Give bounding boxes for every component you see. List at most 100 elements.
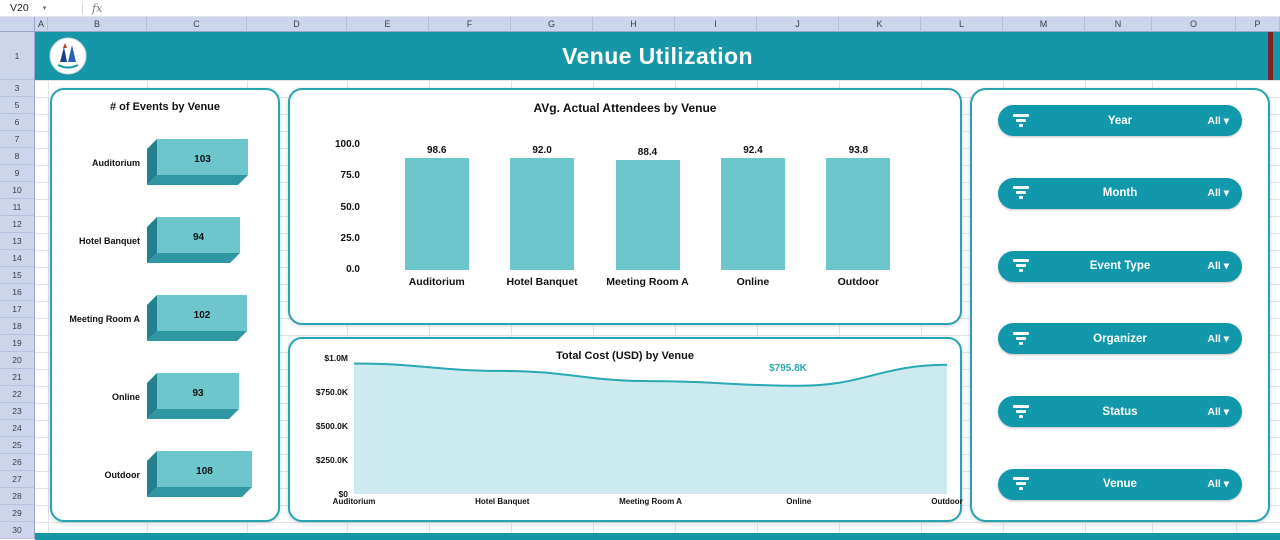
slicer-label: Month (1102, 187, 1138, 200)
slicer-value-dropdown[interactable]: All ▾ (1207, 478, 1229, 491)
column-header-e[interactable]: E (347, 16, 429, 32)
column-header-f[interactable]: F (429, 16, 511, 32)
bar-group: 92.4 (700, 145, 805, 270)
column-header-g[interactable]: G (511, 16, 593, 32)
slicer-label: Organizer (1093, 332, 1147, 345)
filter-icon (1013, 404, 1029, 418)
row-header-28[interactable]: 28 (0, 488, 35, 505)
bar-3d[interactable]: 93 (147, 372, 259, 422)
bar-3d[interactable]: 103 (147, 138, 259, 188)
bar[interactable] (826, 158, 891, 270)
row-header-11[interactable]: 11 (0, 199, 35, 216)
row-header-16[interactable]: 16 (0, 284, 35, 301)
bar-value-label: 88.4 (637, 146, 658, 158)
row-header-9[interactable]: 9 (0, 165, 35, 182)
row-header-3[interactable]: 3 (0, 80, 35, 97)
attendees-chart-card: AVg. Actual Attendees by Venue 98.6 92.0 8… (288, 88, 962, 325)
row-header-7[interactable]: 7 (0, 131, 35, 148)
attendees-x-axis: Auditorium Hotel Banquet Meeting Room A Onl… (384, 276, 911, 288)
column-header-k[interactable]: K (839, 16, 921, 32)
cell-name-box[interactable]: V20 ▾ (0, 0, 78, 16)
row-header-18[interactable]: 18 (0, 318, 35, 335)
row-header-19[interactable]: 19 (0, 335, 35, 352)
slicer-value-dropdown[interactable]: All ▾ (1207, 187, 1229, 200)
row-header-26[interactable]: 26 (0, 454, 35, 471)
slicer-organizer[interactable]: Organizer All ▾ (998, 323, 1242, 355)
gridline (35, 522, 1280, 523)
logo-icon (49, 37, 87, 75)
y-axis-label: 50.0 (340, 201, 360, 213)
bar-3d[interactable]: 108 (147, 450, 259, 500)
name-box-dropdown-icon[interactable]: ▾ (42, 5, 47, 12)
row-header-27[interactable]: 27 (0, 471, 35, 488)
row-header-23[interactable]: 23 (0, 403, 35, 420)
row-header-13[interactable]: 13 (0, 233, 35, 250)
column-header-a[interactable]: A (35, 16, 48, 32)
filter-icon (1013, 259, 1029, 273)
row-header-24[interactable]: 24 (0, 420, 35, 437)
column-header-h[interactable]: H (593, 16, 675, 32)
row-header-20[interactable]: 20 (0, 352, 35, 369)
x-axis-label: Hotel Banquet (506, 276, 578, 288)
bar[interactable] (615, 159, 680, 270)
column-header-b[interactable]: B (48, 16, 147, 32)
bar[interactable] (510, 158, 575, 270)
select-all-corner[interactable] (0, 16, 35, 32)
row-header-12[interactable]: 12 (0, 216, 35, 233)
slicer-venue[interactable]: Venue All ▾ (998, 468, 1242, 500)
slicer-month[interactable]: Month All ▾ (998, 177, 1242, 209)
svg-text:103: 103 (194, 154, 211, 165)
bar[interactable] (404, 158, 469, 270)
slicer-status[interactable]: Status All ▾ (998, 396, 1242, 428)
bar-group: 92.0 (489, 145, 594, 270)
row-header-21[interactable]: 21 (0, 369, 35, 386)
slicer-value-dropdown[interactable]: All ▾ (1207, 114, 1229, 127)
gridline (48, 80, 49, 540)
chart-bar-row: Online 93 (52, 358, 278, 436)
y-axis-label: $500.0K (315, 421, 348, 431)
y-axis-label: 100.0 (334, 139, 360, 150)
column-header-j[interactable]: J (757, 16, 839, 32)
y-axis-label: $1.0M (324, 353, 348, 363)
formula-bar: V20 ▾ fx (0, 0, 1280, 17)
column-header-d[interactable]: D (247, 16, 347, 32)
y-axis-label: 75.0 (340, 170, 360, 182)
row-header-17[interactable]: 17 (0, 301, 35, 318)
row-header-1[interactable]: 1 (0, 32, 35, 80)
column-header-m[interactable]: M (1003, 16, 1085, 32)
row-header-8[interactable]: 8 (0, 148, 35, 165)
filter-icon (1013, 331, 1029, 345)
slicer-event-type[interactable]: Event Type All ▾ (998, 250, 1242, 282)
row-header-5[interactable]: 5 (0, 97, 35, 114)
bar[interactable] (720, 158, 785, 270)
row-header-30[interactable]: 30 (0, 522, 35, 539)
x-axis-label: Outdoor (931, 497, 963, 506)
row-header-15[interactable]: 15 (0, 267, 35, 284)
row-header-25[interactable]: 25 (0, 437, 35, 454)
row-header-29[interactable]: 29 (0, 505, 35, 522)
column-header-c[interactable]: C (147, 16, 247, 32)
slicer-value-dropdown[interactable]: All ▾ (1207, 260, 1229, 273)
x-axis-label: Auditorium (408, 276, 465, 288)
column-header-o[interactable]: O (1152, 16, 1236, 32)
slicer-value-dropdown[interactable]: All ▾ (1207, 405, 1229, 418)
slicer-year[interactable]: Year All ▾ (998, 105, 1242, 136)
chart-bar-row: Outdoor 108 (52, 436, 278, 514)
x-axis-label: Meeting Room A (606, 276, 689, 288)
category-label: Online (111, 392, 140, 402)
column-header-n[interactable]: N (1085, 16, 1152, 32)
slicer-value-dropdown[interactable]: All ▾ (1207, 332, 1229, 345)
column-header-p[interactable]: P (1236, 16, 1280, 32)
row-header-6[interactable]: 6 (0, 114, 35, 131)
bar-3d[interactable]: 102 (147, 294, 259, 344)
x-axis-label: Hotel Banquet (475, 497, 530, 506)
chart-title-cost: Total Cost (USD) by Venue (556, 350, 694, 362)
column-header-i[interactable]: I (675, 16, 757, 32)
row-header-14[interactable]: 14 (0, 250, 35, 267)
category-label: Meeting Room A (69, 314, 140, 324)
row-header-22[interactable]: 22 (0, 386, 35, 403)
row-header-10[interactable]: 10 (0, 182, 35, 199)
chart-title-attendees: AVg. Actual Attendees by Venue (533, 101, 717, 115)
column-header-l[interactable]: L (921, 16, 1003, 32)
bar-3d[interactable]: 94 (147, 216, 259, 266)
